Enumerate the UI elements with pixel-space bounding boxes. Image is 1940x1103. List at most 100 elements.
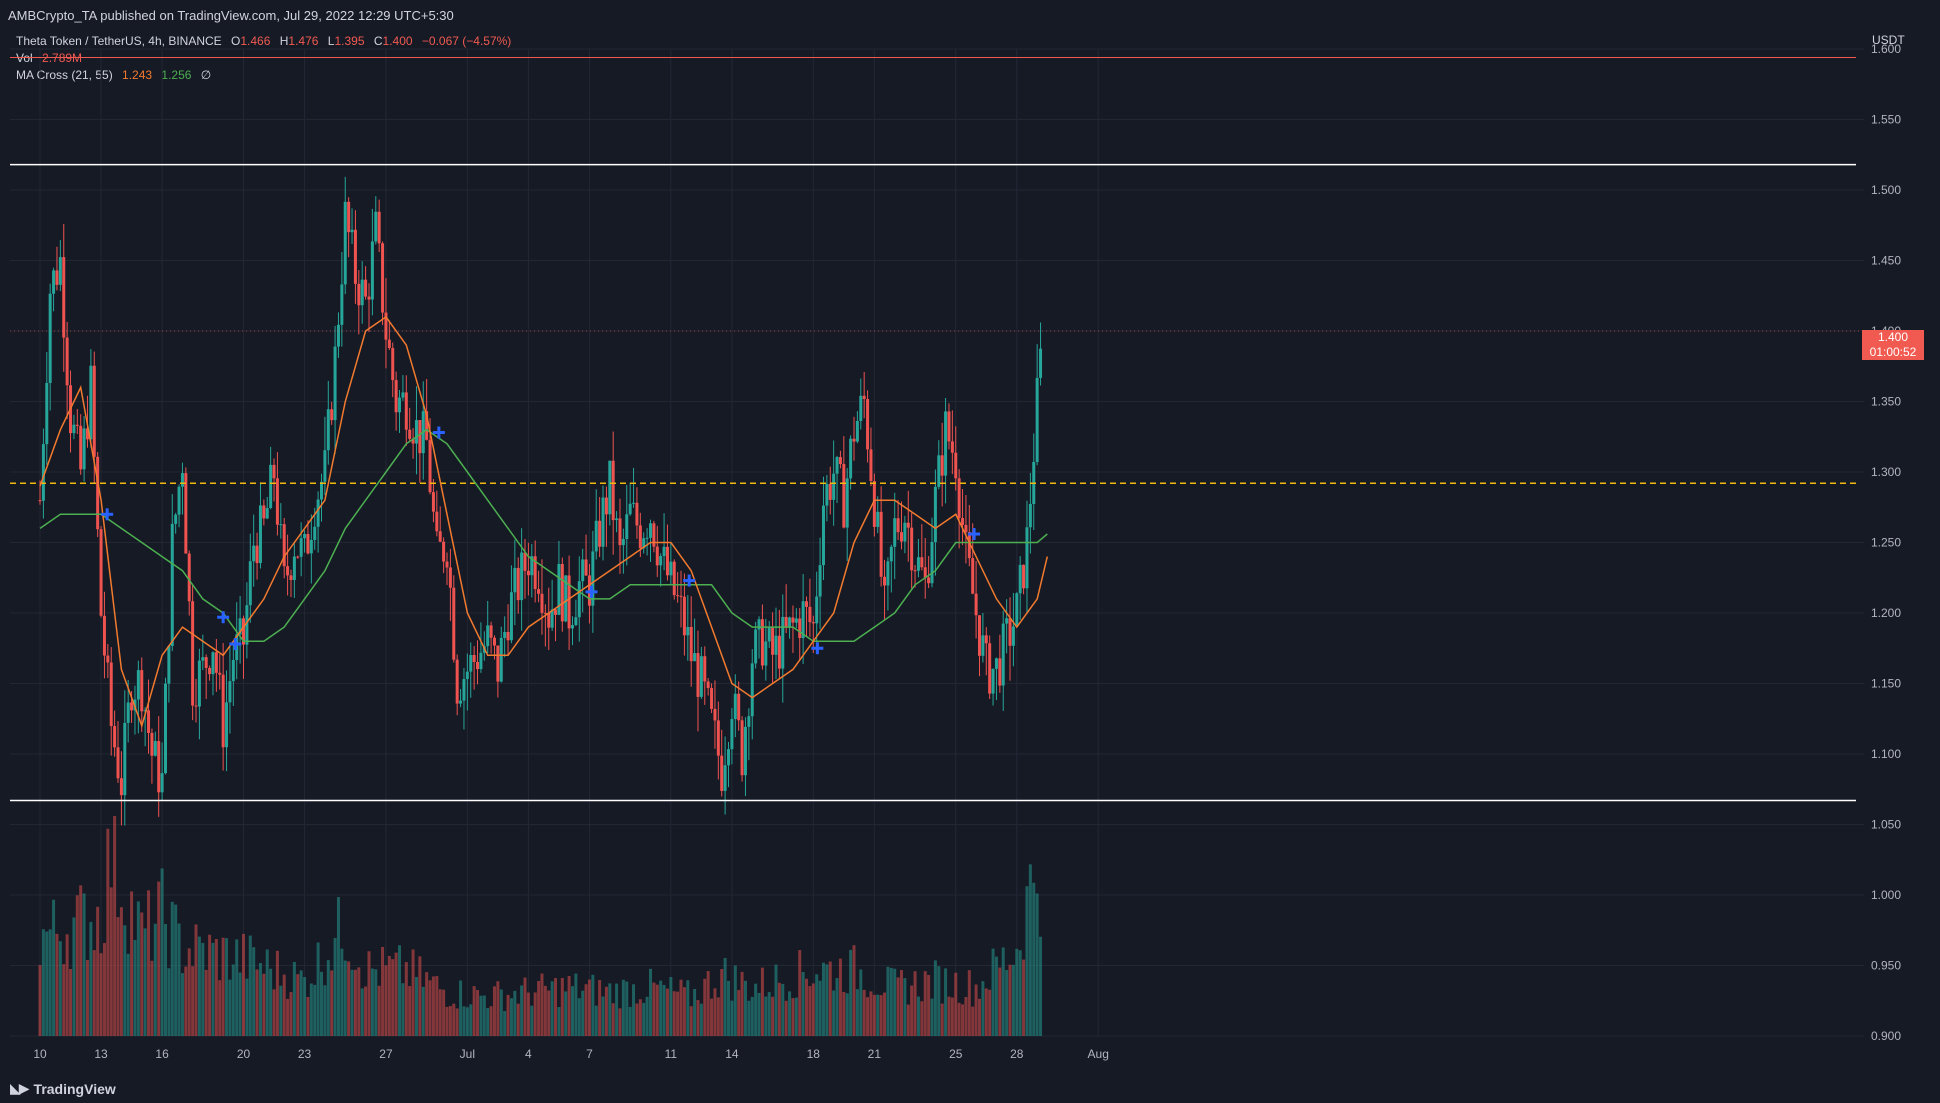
volume-bar [428, 980, 432, 1036]
volume-bar [1005, 969, 1009, 1036]
candle-body [170, 523, 174, 646]
volume-bar [984, 988, 988, 1036]
volume-bar [682, 987, 686, 1036]
volume-bar [849, 949, 853, 1036]
volume-bar [581, 990, 585, 1036]
volume-bar [750, 996, 754, 1036]
candle-body [72, 424, 76, 434]
volume-bar [89, 921, 93, 1036]
volume-bar [679, 979, 683, 1036]
candle-body [923, 567, 927, 578]
volume-bar [147, 890, 151, 1036]
symbol-legend[interactable]: Theta Token / TetherUS, 4h, BINANCE O1.4… [16, 34, 511, 48]
candle-body [265, 508, 269, 519]
y-tick-label: 1.350 [1871, 395, 1901, 409]
candle-body [275, 478, 279, 525]
candle-body [649, 523, 652, 538]
candle-body [937, 455, 941, 487]
volume-bar [381, 946, 385, 1036]
tradingview-watermark[interactable]: ◣▶ TradingView [10, 1080, 116, 1097]
volume-bar [391, 959, 395, 1036]
x-tick-label: 14 [725, 1047, 739, 1061]
candle-body [618, 518, 622, 546]
candle-body [218, 672, 222, 675]
candle-body [886, 561, 890, 586]
volume-bar [601, 996, 605, 1036]
volume-bar [469, 1004, 473, 1036]
candle-body [815, 596, 819, 624]
volume-legend[interactable]: Vol 2.789M [16, 51, 82, 65]
volume-bar [618, 1008, 622, 1036]
y-tick-label: 1.050 [1871, 818, 1901, 832]
volume-bar [157, 881, 161, 1036]
candle-body [147, 710, 151, 733]
candle-body [988, 643, 992, 694]
candle-body [818, 565, 822, 597]
candle-body [448, 567, 452, 588]
volume-bar [187, 948, 191, 1036]
volume-bar [1028, 864, 1032, 1036]
candle-body [357, 283, 361, 306]
candle-body [672, 561, 676, 596]
volume-bar [170, 901, 174, 1036]
candle-body [499, 637, 503, 682]
volume-bar [954, 972, 958, 1036]
candle-body [625, 514, 629, 540]
candle-body [492, 637, 496, 646]
candle-body [869, 449, 873, 482]
volume-bar [55, 933, 59, 1036]
volume-bar [208, 934, 212, 1036]
candle-body [930, 542, 934, 584]
ma-hidden-icon[interactable]: ∅ [200, 68, 212, 82]
volume-bar [326, 960, 330, 1036]
candle-body [489, 625, 493, 638]
candle-body [442, 541, 446, 562]
price-axis-title: USDT [1872, 33, 1905, 47]
candle-body [1001, 623, 1005, 686]
volume-bar [710, 998, 714, 1036]
candle-body [835, 457, 839, 474]
candle-body [347, 201, 351, 233]
volume-bar [374, 969, 378, 1036]
volume-bar [632, 984, 636, 1036]
volume-bar [353, 969, 357, 1036]
candle-body [750, 663, 754, 717]
candle-body [967, 532, 971, 559]
volume-bar [899, 970, 903, 1036]
close-value: 1.400 [382, 34, 413, 48]
volume-bar [689, 1006, 693, 1036]
volume-bar [153, 923, 157, 1036]
x-tick-label: 21 [868, 1047, 882, 1061]
volume-bar [971, 1006, 975, 1036]
publisher-note: AMBCrypto_TA published on TradingView.co… [8, 8, 454, 23]
volume-bar [862, 989, 866, 1036]
candle-body [113, 726, 117, 748]
candle-body [727, 749, 731, 766]
volume-bar [201, 942, 205, 1036]
candle-body [384, 312, 388, 340]
volume-bar [910, 985, 914, 1036]
volume-bar [238, 972, 242, 1036]
candle-body [903, 522, 907, 542]
candle-body [577, 581, 581, 618]
candle-body [438, 531, 442, 542]
volume-bar [499, 989, 503, 1036]
volume-bar [221, 937, 225, 1036]
volume-bar [801, 972, 805, 1036]
volume-bar [699, 1003, 703, 1036]
candle-body [994, 658, 998, 669]
volume-bar [886, 966, 890, 1036]
candle-body [208, 667, 212, 675]
volume-bar [774, 964, 778, 1036]
candle-body [65, 337, 69, 386]
volume-bar [140, 912, 144, 1036]
volume-bar [96, 906, 100, 1036]
candle-body [523, 552, 527, 571]
candle-body [560, 564, 564, 622]
volume-bar [747, 1000, 751, 1036]
volume-bar [126, 953, 130, 1036]
candle-body [214, 652, 218, 673]
candle-body [153, 741, 157, 756]
candle-body [947, 411, 951, 442]
